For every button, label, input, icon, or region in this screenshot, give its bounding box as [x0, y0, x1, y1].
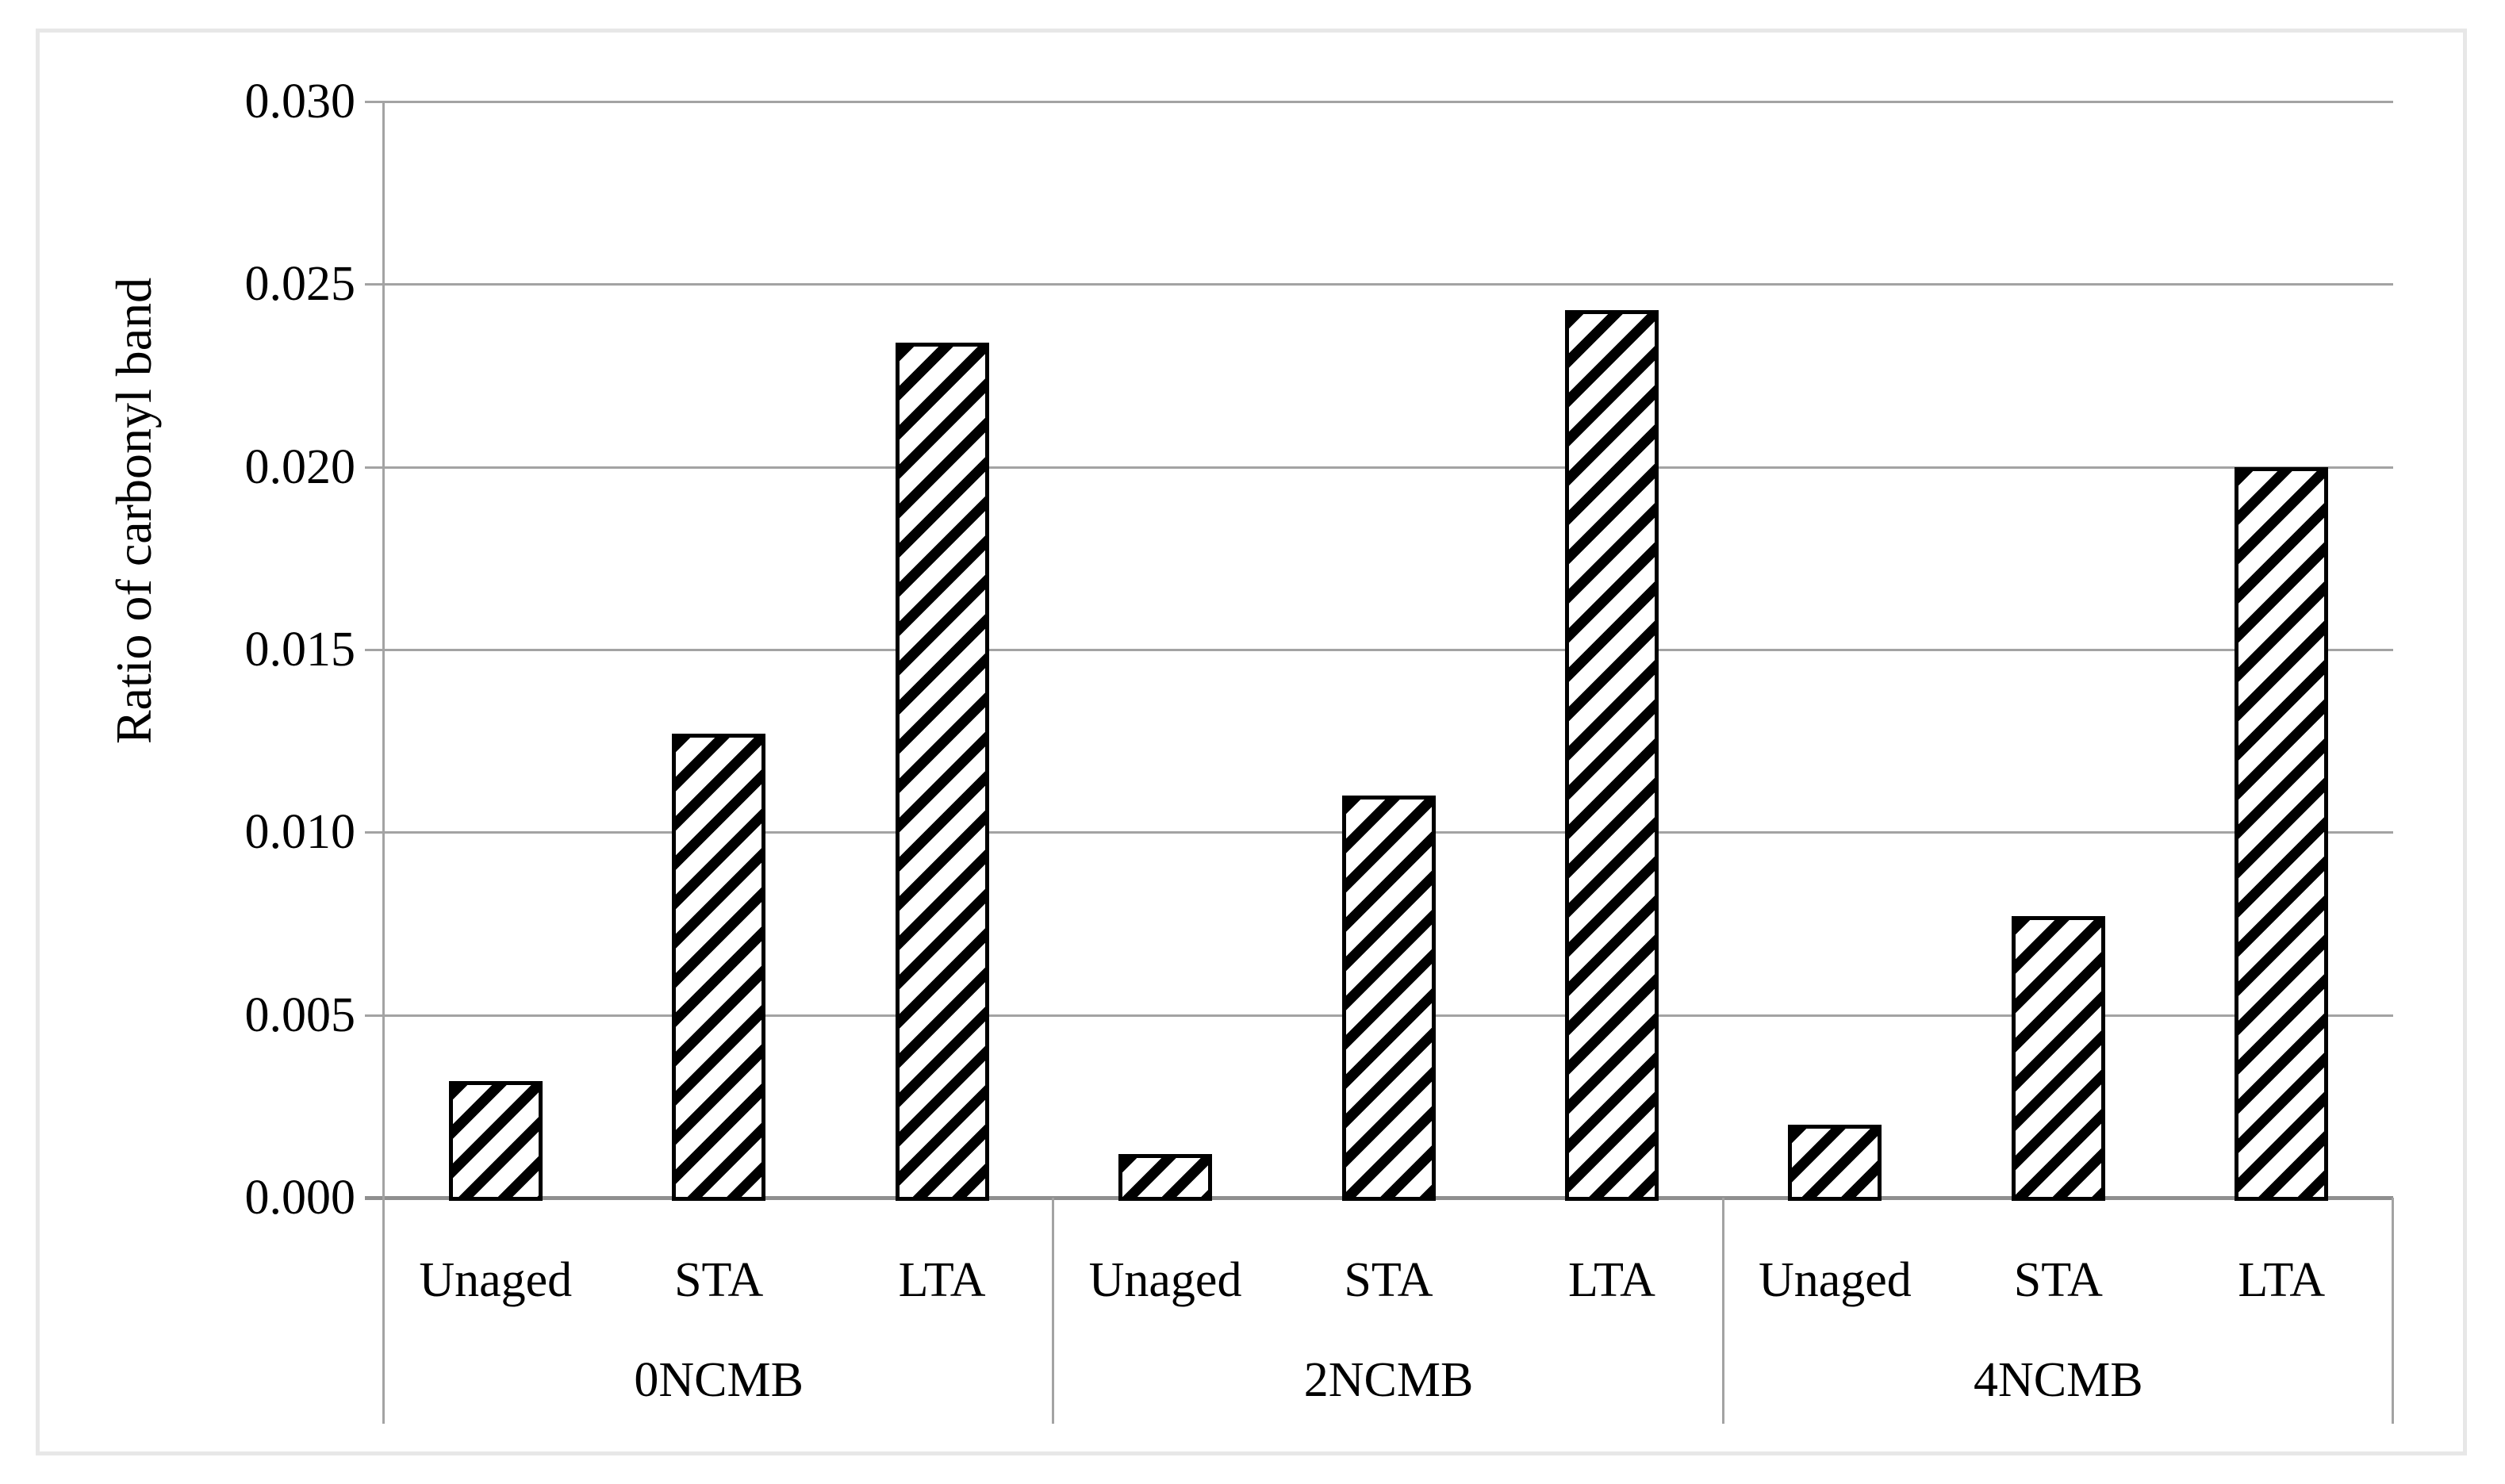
- gridline: [365, 101, 2393, 103]
- bar-4ncmb-sta: [2011, 916, 2105, 1201]
- bar-2ncmb-unaged: [1118, 1153, 1213, 1201]
- bar-0ncmb-lta: [895, 343, 989, 1201]
- category-label: Unaged: [1758, 1253, 1912, 1307]
- bar-0ncmb-unaged: [448, 1080, 543, 1201]
- category-divider: [2392, 1198, 2394, 1424]
- y-tick-label: 0.030: [244, 75, 356, 128]
- category-label: LTA: [1568, 1253, 1655, 1307]
- group-label: 0NCMB: [634, 1353, 804, 1407]
- category-divider: [1052, 1198, 1055, 1424]
- group-label: 4NCMB: [1974, 1353, 2143, 1407]
- category-label: LTA: [898, 1253, 986, 1307]
- bar-2ncmb-sta: [1341, 796, 1436, 1201]
- y-tick-label: 0.000: [244, 1171, 356, 1225]
- bar-4ncmb-unaged: [1788, 1124, 1882, 1201]
- category-label: LTA: [2238, 1253, 2326, 1307]
- bar-0ncmb-sta: [672, 733, 766, 1201]
- category-label: STA: [674, 1253, 764, 1307]
- y-tick-label: 0.020: [244, 439, 356, 494]
- gridline: [365, 649, 2393, 651]
- category-divider: [1721, 1198, 1724, 1424]
- bar-4ncmb-lta: [2235, 466, 2329, 1201]
- y-tick-label: 0.015: [244, 623, 356, 677]
- y-axis-line: [382, 102, 385, 1424]
- y-tick-label: 0.025: [244, 257, 356, 312]
- gridline: [365, 466, 2393, 469]
- y-tick-label: 0.010: [244, 805, 356, 860]
- figure-frame: [36, 29, 2467, 1455]
- group-label: 2NCMB: [1303, 1353, 1474, 1407]
- category-label: Unaged: [419, 1253, 573, 1307]
- category-label: STA: [2013, 1253, 2103, 1307]
- y-tick-label: 0.005: [244, 987, 356, 1042]
- gridline: [365, 283, 2393, 286]
- category-label: Unaged: [1088, 1253, 1242, 1307]
- bar-2ncmb-lta: [1564, 309, 1659, 1201]
- category-label: STA: [1344, 1253, 1433, 1307]
